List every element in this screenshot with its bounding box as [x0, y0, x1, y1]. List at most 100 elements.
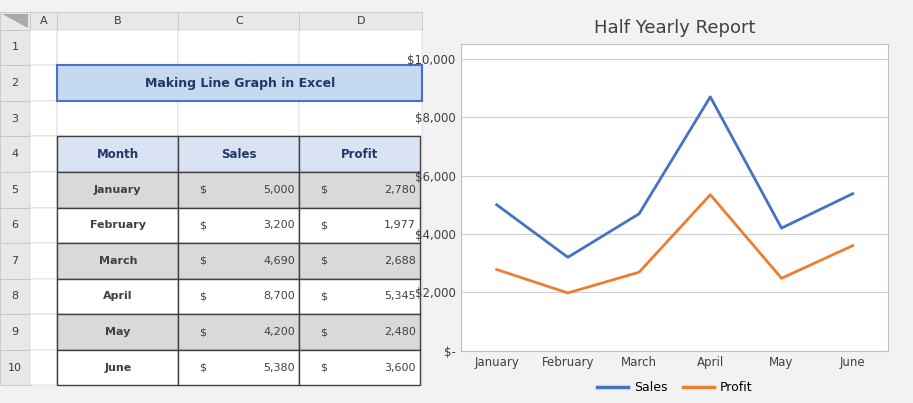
- FancyBboxPatch shape: [299, 136, 423, 172]
- Text: B: B: [114, 16, 121, 26]
- Text: 4,690: 4,690: [263, 256, 295, 266]
- Text: 2,688: 2,688: [384, 256, 416, 266]
- FancyBboxPatch shape: [178, 208, 299, 243]
- Text: 1: 1: [11, 42, 18, 52]
- FancyBboxPatch shape: [0, 279, 30, 314]
- Text: February: February: [89, 220, 146, 231]
- FancyBboxPatch shape: [58, 314, 178, 350]
- FancyBboxPatch shape: [299, 350, 420, 385]
- FancyBboxPatch shape: [58, 101, 178, 136]
- Text: 5,380: 5,380: [264, 363, 295, 373]
- Polygon shape: [2, 14, 27, 28]
- Text: $: $: [320, 291, 328, 301]
- Text: March: March: [99, 256, 137, 266]
- Text: $: $: [320, 220, 328, 231]
- FancyBboxPatch shape: [58, 208, 178, 243]
- FancyBboxPatch shape: [178, 136, 299, 172]
- Text: April: April: [103, 291, 132, 301]
- FancyBboxPatch shape: [0, 101, 30, 136]
- FancyBboxPatch shape: [58, 350, 178, 385]
- FancyBboxPatch shape: [299, 243, 423, 279]
- FancyBboxPatch shape: [299, 243, 420, 279]
- Text: $: $: [320, 363, 328, 373]
- Text: 4: 4: [11, 149, 18, 159]
- Text: $: $: [320, 256, 328, 266]
- Text: 7: 7: [11, 256, 18, 266]
- FancyBboxPatch shape: [30, 12, 58, 30]
- FancyBboxPatch shape: [178, 243, 299, 279]
- FancyBboxPatch shape: [299, 136, 420, 172]
- FancyBboxPatch shape: [299, 208, 420, 243]
- FancyBboxPatch shape: [30, 350, 58, 385]
- FancyBboxPatch shape: [299, 314, 420, 350]
- FancyBboxPatch shape: [30, 208, 58, 243]
- FancyBboxPatch shape: [30, 101, 58, 136]
- Title: Half Yearly Report: Half Yearly Report: [594, 19, 755, 37]
- FancyBboxPatch shape: [178, 30, 299, 65]
- FancyBboxPatch shape: [178, 279, 299, 314]
- FancyBboxPatch shape: [58, 314, 178, 350]
- FancyBboxPatch shape: [178, 12, 299, 30]
- Text: 2: 2: [11, 78, 18, 88]
- Text: $: $: [200, 256, 206, 266]
- FancyBboxPatch shape: [299, 314, 423, 350]
- Text: May: May: [105, 327, 131, 337]
- FancyBboxPatch shape: [0, 12, 30, 30]
- Text: 5,000: 5,000: [264, 185, 295, 195]
- FancyBboxPatch shape: [58, 350, 178, 385]
- FancyBboxPatch shape: [299, 279, 423, 314]
- FancyBboxPatch shape: [0, 30, 30, 65]
- Text: 5,345: 5,345: [384, 291, 416, 301]
- Text: 8,700: 8,700: [263, 291, 295, 301]
- Text: $: $: [320, 327, 328, 337]
- Text: D: D: [357, 16, 365, 26]
- FancyBboxPatch shape: [58, 172, 178, 208]
- FancyBboxPatch shape: [58, 279, 178, 314]
- FancyBboxPatch shape: [30, 30, 58, 65]
- FancyBboxPatch shape: [0, 65, 30, 101]
- Text: $: $: [200, 220, 206, 231]
- Text: 2,780: 2,780: [384, 185, 416, 195]
- FancyBboxPatch shape: [299, 172, 423, 208]
- FancyBboxPatch shape: [299, 172, 420, 208]
- FancyBboxPatch shape: [178, 314, 299, 350]
- Text: June: June: [104, 363, 131, 373]
- Text: $: $: [200, 327, 206, 337]
- Text: Month: Month: [97, 147, 139, 161]
- FancyBboxPatch shape: [58, 243, 178, 279]
- FancyBboxPatch shape: [30, 172, 58, 208]
- FancyBboxPatch shape: [30, 65, 58, 101]
- FancyBboxPatch shape: [58, 172, 178, 208]
- Text: C: C: [235, 16, 243, 26]
- Text: Sales: Sales: [221, 147, 257, 161]
- FancyBboxPatch shape: [178, 279, 299, 314]
- Text: 3,200: 3,200: [264, 220, 295, 231]
- FancyBboxPatch shape: [178, 136, 299, 172]
- FancyBboxPatch shape: [178, 350, 299, 385]
- FancyBboxPatch shape: [58, 65, 423, 101]
- FancyBboxPatch shape: [178, 101, 299, 136]
- FancyBboxPatch shape: [299, 65, 423, 101]
- FancyBboxPatch shape: [178, 314, 299, 350]
- FancyBboxPatch shape: [178, 350, 299, 385]
- FancyBboxPatch shape: [30, 136, 58, 172]
- FancyBboxPatch shape: [178, 65, 299, 101]
- FancyBboxPatch shape: [0, 314, 30, 350]
- Text: 3,600: 3,600: [384, 363, 416, 373]
- FancyBboxPatch shape: [30, 314, 58, 350]
- Text: $: $: [320, 185, 328, 195]
- FancyBboxPatch shape: [58, 279, 178, 314]
- FancyBboxPatch shape: [0, 208, 30, 243]
- Text: $: $: [200, 185, 206, 195]
- FancyBboxPatch shape: [58, 65, 178, 101]
- Text: January: January: [94, 185, 142, 195]
- Text: 5: 5: [11, 185, 18, 195]
- FancyBboxPatch shape: [58, 30, 178, 65]
- FancyBboxPatch shape: [0, 136, 30, 172]
- FancyBboxPatch shape: [299, 12, 423, 30]
- Text: Making Line Graph in Excel: Making Line Graph in Excel: [145, 77, 335, 89]
- FancyBboxPatch shape: [0, 172, 30, 208]
- Text: 3: 3: [11, 114, 18, 124]
- FancyBboxPatch shape: [178, 172, 299, 208]
- FancyBboxPatch shape: [178, 208, 299, 243]
